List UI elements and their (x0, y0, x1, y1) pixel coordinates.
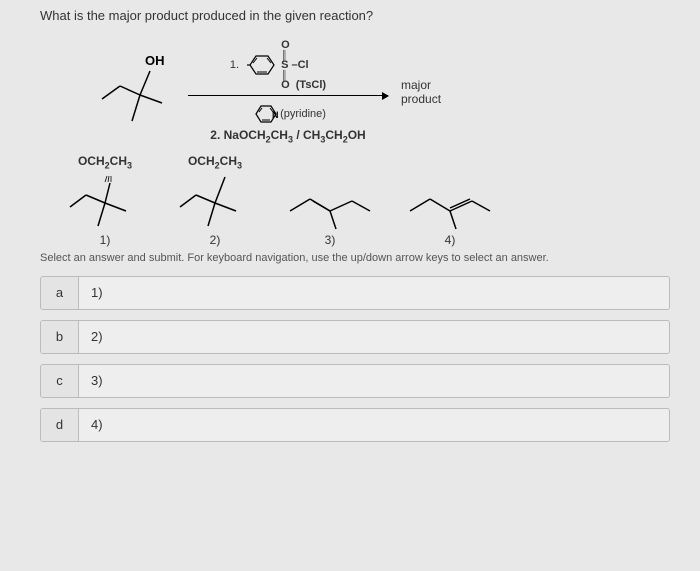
sulfonyl-group: O ║ S –Cl ║ O (TsCl) (281, 40, 326, 91)
answer-letter: b (41, 321, 79, 353)
answer-option-a[interactable]: a 1) (40, 276, 670, 310)
arrow-icon (188, 95, 388, 96)
answer-option-d[interactable]: d 4) (40, 408, 670, 442)
options-row: OCH2CH3 1) OCH2CH3 2) (60, 154, 670, 246)
reaction-arrow-block: 1. O ║ S –Cl ║ O (TsCl) (188, 40, 388, 144)
answer-option-b[interactable]: b 2) (40, 320, 670, 354)
svg-text:N: N (272, 110, 278, 120)
option-3: 3) (280, 171, 380, 247)
answer-text: 1) (79, 285, 103, 300)
svg-text:OH: OH (145, 53, 165, 68)
option-2: OCH2CH3 2) (170, 154, 260, 246)
reagent-2: 2. NaOCH2CH3 / CH3CH2OH (210, 128, 365, 144)
starting-material: OH (90, 51, 180, 134)
pyridine-icon: N (250, 102, 278, 126)
answer-letter: a (41, 277, 79, 309)
option-1: OCH2CH3 1) (60, 154, 150, 246)
instruction-text: Select an answer and submit. For keyboar… (40, 252, 670, 264)
answer-letter: c (41, 365, 79, 397)
major-product-label: major product (401, 78, 441, 107)
question-text: What is the major product produced in th… (40, 8, 670, 25)
answer-text: 3) (79, 373, 103, 388)
answer-text: 4) (79, 417, 103, 432)
answer-option-c[interactable]: c 3) (40, 364, 670, 398)
reaction-scheme: OH 1. O ║ S –Cl ║ (90, 40, 670, 144)
reagent-1-num: 1. (230, 59, 239, 71)
answer-letter: d (41, 409, 79, 441)
option-4: 4) (400, 171, 500, 247)
answer-text: 2) (79, 329, 103, 344)
pyridine-label: (pyridine) (280, 108, 326, 120)
benzene-icon (244, 51, 276, 79)
